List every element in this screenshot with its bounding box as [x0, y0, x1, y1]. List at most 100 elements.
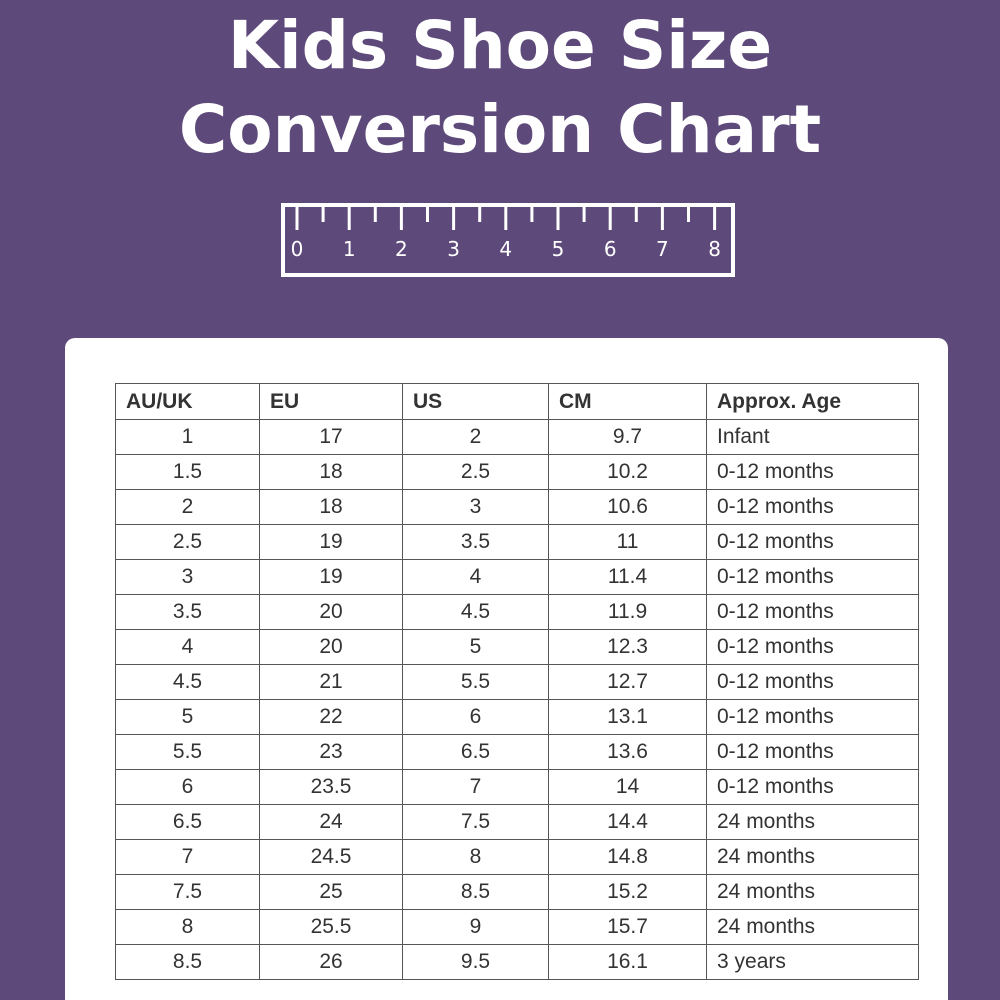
table-row: 4 20 5 12.3 0-12 months — [115, 629, 919, 665]
table-row: 3.5 20 4.5 11.9 0-12 months — [115, 594, 919, 630]
table-row: 6.5 24 7.5 14.4 24 months — [115, 804, 919, 840]
table-cell: 6 — [115, 769, 260, 805]
table-cell: 9.7 — [548, 419, 707, 455]
table-cell: 16.1 — [548, 944, 707, 980]
table-row: 8 25.5 9 15.7 24 months — [115, 909, 919, 945]
table-cell: 6 — [402, 699, 549, 735]
table-cell: 0-12 months — [706, 559, 919, 595]
table-cell: 0-12 months — [706, 524, 919, 560]
table-cell: 20 — [259, 629, 403, 665]
table-cell: 4.5 — [402, 594, 549, 630]
table-row: 6 23.5 7 14 0-12 months — [115, 769, 919, 805]
table-row: 3 19 4 11.4 0-12 months — [115, 559, 919, 595]
table-cell: 5.5 — [402, 664, 549, 700]
table-row: 1 17 2 9.7 Infant — [115, 419, 919, 455]
table-cell: 3 — [402, 489, 549, 525]
table-cell: 20 — [259, 594, 403, 630]
size-table: AU/UK EU US CM Approx. Age 1 17 2 9.7 Infant 1.5 1… — [115, 383, 919, 980]
table-cell: 8.5 — [115, 944, 260, 980]
table-cell: 2 — [402, 419, 549, 455]
table-row: 4.5 21 5.5 12.7 0-12 months — [115, 664, 919, 700]
table-cell: 5.5 — [115, 734, 260, 770]
table-cell: 9 — [402, 909, 549, 945]
column-header: US — [402, 383, 549, 420]
table-cell: 0-12 months — [706, 699, 919, 735]
table-row: 5.5 23 6.5 13.6 0-12 months — [115, 734, 919, 770]
table-cell: 8 — [115, 909, 260, 945]
table-cell: Infant — [706, 419, 919, 455]
table-cell: 18 — [259, 454, 403, 490]
table-cell: 13.1 — [548, 699, 707, 735]
table-cell: 24 months — [706, 839, 919, 875]
table-cell: 1 — [115, 419, 260, 455]
table-cell: 0-12 months — [706, 489, 919, 525]
table-row: 7.5 25 8.5 15.2 24 months — [115, 874, 919, 910]
table-cell: 11.9 — [548, 594, 707, 630]
table-cell: 8.5 — [402, 874, 549, 910]
table-cell: 24 — [259, 804, 403, 840]
title: Kids Shoe Size Conversion Chart — [178, 7, 822, 168]
table-cell: 3 years — [706, 944, 919, 980]
table-cell: 11 — [548, 524, 707, 560]
table-row: 2 18 3 10.6 0-12 months — [115, 489, 919, 525]
table-cell: 9.5 — [402, 944, 549, 980]
table-cell: 2.5 — [115, 524, 260, 560]
table-cell: 15.2 — [548, 874, 707, 910]
table-cell: 0-12 months — [706, 594, 919, 630]
table-cell: 26 — [259, 944, 403, 980]
table-cell: 14.4 — [548, 804, 707, 840]
table-cell: 14 — [548, 769, 707, 805]
column-header: CM — [548, 383, 707, 420]
table-cell: 14.8 — [548, 839, 707, 875]
table-cell: 3.5 — [115, 594, 260, 630]
table-cell: 2.5 — [402, 454, 549, 490]
table-cell: 12.7 — [548, 664, 707, 700]
table-cell: 10.6 — [548, 489, 707, 525]
table-row: 1.5 18 2.5 10.2 0-12 months — [115, 454, 919, 490]
table-cell: 0-12 months — [706, 664, 919, 700]
table-row: 5 22 6 13.1 0-12 months — [115, 699, 919, 735]
table-cell: 2 — [115, 489, 260, 525]
ruler-label: 4 — [499, 237, 512, 261]
table-cell: 24 months — [706, 874, 919, 910]
table-cell: 19 — [259, 559, 403, 595]
table-cell: 8 — [402, 839, 549, 875]
ruler-label: 8 — [708, 237, 721, 261]
ruler-label: 2 — [395, 237, 408, 261]
table-cell: 7 — [402, 769, 549, 805]
ruler-label: 0 — [291, 237, 304, 261]
table-cell: 11.4 — [548, 559, 707, 595]
table-cell: 24 months — [706, 804, 919, 840]
table-cell: 24 months — [706, 909, 919, 945]
table-cell: 7.5 — [402, 804, 549, 840]
table-cell: 0-12 months — [706, 454, 919, 490]
column-header: AU/UK — [115, 383, 260, 420]
table-cell: 6.5 — [402, 734, 549, 770]
table-cell: 12.3 — [548, 629, 707, 665]
table-row: 8.5 26 9.5 16.1 3 years — [115, 944, 919, 980]
ruler-label: 5 — [552, 237, 565, 261]
table-cell: 23.5 — [259, 769, 403, 805]
table-cell: 19 — [259, 524, 403, 560]
table-cell: 13.6 — [548, 734, 707, 770]
table-cell: 0-12 months — [706, 629, 919, 665]
table-cell: 24.5 — [259, 839, 403, 875]
table-cell: 15.7 — [548, 909, 707, 945]
header-row: AU/UK EU US CM Approx. Age — [115, 383, 919, 420]
ruler-label: 7 — [656, 237, 669, 261]
table-cell: 5 — [115, 699, 260, 735]
table-row: 7 24.5 8 14.8 24 months — [115, 839, 919, 875]
table-cell: 1.5 — [115, 454, 260, 490]
table-cell: 17 — [259, 419, 403, 455]
table-cell: 21 — [259, 664, 403, 700]
table-cell: 3 — [115, 559, 260, 595]
table-cell: 10.2 — [548, 454, 707, 490]
table-cell: 0-12 months — [706, 734, 919, 770]
table-cell: 3.5 — [402, 524, 549, 560]
table-cell: 23 — [259, 734, 403, 770]
table-cell: 7 — [115, 839, 260, 875]
ruler-label: 3 — [447, 237, 460, 261]
table-cell: 4 — [402, 559, 549, 595]
table-cell: 25.5 — [259, 909, 403, 945]
